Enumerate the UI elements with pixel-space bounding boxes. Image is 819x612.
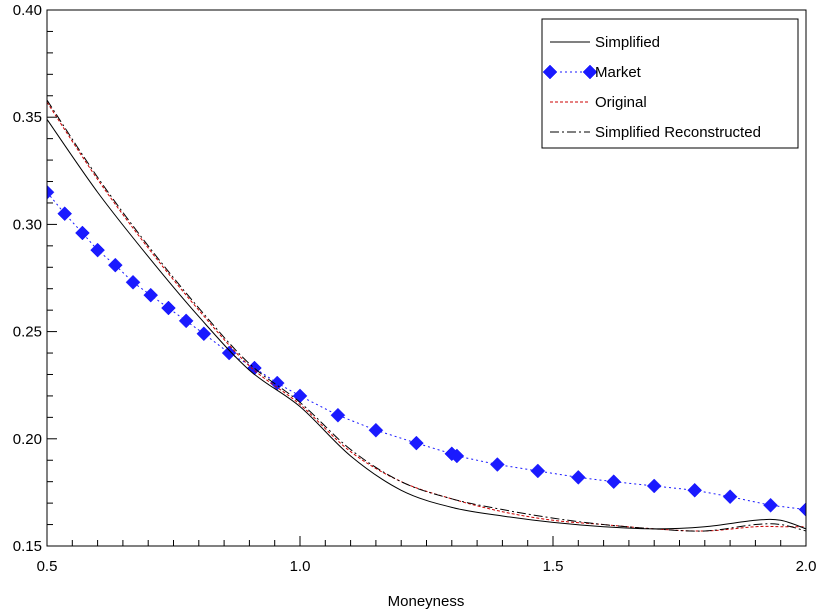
series-simplified — [47, 119, 806, 530]
data-point-marker — [798, 502, 806, 517]
y-tick-label: 0.20 — [13, 431, 42, 448]
data-point-marker — [330, 407, 346, 423]
plot-area — [47, 99, 806, 532]
legend-marker — [582, 64, 598, 80]
y-tick-label: 0.25 — [13, 324, 42, 341]
data-point-marker — [161, 300, 176, 316]
data-point-marker — [722, 489, 738, 505]
legend-label: Market — [595, 64, 642, 81]
x-tick-label: 1.0 — [290, 558, 311, 575]
legend-label: Simplified — [595, 34, 660, 51]
data-point-marker — [178, 313, 194, 329]
data-point-marker — [530, 463, 546, 479]
x-tick-label: 0.5 — [37, 558, 58, 575]
data-point-marker — [125, 274, 141, 290]
data-point-marker — [646, 478, 662, 494]
legend-marker — [542, 64, 558, 80]
x-axis-title: Moneyness — [388, 593, 465, 610]
data-point-marker — [368, 422, 384, 438]
data-point-marker — [570, 470, 586, 485]
series-line — [47, 99, 806, 532]
data-point-marker — [107, 257, 123, 273]
axes: 0.5 1.0 1.5 2.0 0.15 0.20 0.25 0.30 0.35 0.40 — [13, 2, 817, 575]
data-point-marker — [409, 435, 424, 451]
y-tick-label: 0.35 — [13, 109, 42, 126]
series-market — [47, 184, 806, 517]
x-tick-label: 2.0 — [796, 558, 817, 575]
y-tick-label: 0.40 — [13, 2, 42, 19]
series-line — [47, 119, 806, 530]
y-tick-label: 0.15 — [13, 538, 42, 555]
x-tick-label: 1.5 — [543, 558, 564, 575]
data-point-marker — [763, 497, 778, 513]
data-point-marker — [449, 448, 465, 464]
data-point-marker — [606, 474, 622, 490]
data-point-marker — [75, 225, 90, 241]
data-point-marker — [90, 242, 105, 258]
data-point-marker — [143, 287, 159, 303]
data-point-marker — [489, 457, 505, 472]
data-point-marker — [687, 482, 703, 498]
data-point-marker — [47, 184, 55, 200]
y-tick-label: 0.30 — [13, 216, 42, 233]
data-point-marker — [196, 326, 212, 342]
series-simplified-reconstructed — [47, 99, 806, 532]
legend-box — [541, 18, 799, 149]
legend-label: Simplified Reconstructed — [595, 124, 761, 141]
legend: Simplified Market Original Simplified Recon… — [541, 18, 799, 149]
data-point-marker — [57, 206, 73, 222]
legend-label: Original — [595, 94, 647, 111]
